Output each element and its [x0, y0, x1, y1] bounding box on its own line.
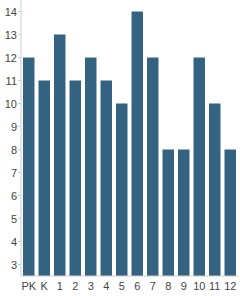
bar [132, 12, 143, 277]
x-tick-label: 8 [165, 280, 171, 292]
y-tick [18, 149, 21, 150]
bar [147, 58, 158, 277]
y-axis-line [21, 0, 22, 276]
bar [116, 104, 127, 277]
x-tick-label: 7 [150, 280, 156, 292]
y-tick-label: 12 [5, 52, 17, 64]
y-tick-label: 13 [5, 29, 17, 41]
y-tick-label: 6 [11, 190, 17, 202]
bar [163, 150, 174, 277]
y-tick [18, 34, 21, 35]
x-tick-label: 5 [119, 280, 125, 292]
x-tick-label: 6 [134, 280, 140, 292]
y-tick [18, 11, 21, 12]
x-tick-label: 4 [103, 280, 109, 292]
y-tick [18, 126, 21, 127]
y-tick-label: 8 [11, 144, 17, 156]
x-tick-label: 11 [209, 280, 220, 292]
bar [225, 150, 236, 277]
y-tick [18, 80, 21, 81]
y-tick-label: 11 [6, 75, 17, 87]
y-tick-label: 7 [11, 167, 17, 179]
y-tick [18, 264, 21, 265]
x-tick-label: K [41, 280, 49, 292]
y-tick [18, 103, 21, 104]
bar [209, 104, 220, 277]
bar [194, 58, 205, 277]
x-tick-label: 10 [193, 280, 205, 292]
y-tick [18, 218, 21, 219]
x-tick-label: 12 [224, 280, 236, 292]
x-tick-label: 1 [57, 280, 63, 292]
x-tick-label: 9 [181, 280, 187, 292]
y-tick-label: 10 [5, 98, 17, 110]
y-tick-label: 4 [11, 236, 17, 248]
y-tick-label: 14 [5, 6, 17, 18]
y-tick [18, 241, 21, 242]
y-tick-label: 3 [11, 259, 17, 271]
bar [23, 58, 34, 277]
bar [54, 35, 65, 277]
bar [101, 81, 112, 277]
bar [85, 58, 96, 277]
y-tick [18, 195, 21, 196]
y-tick [18, 172, 21, 173]
bar [39, 81, 50, 277]
chart: 34567891011121314PKK123456789101112 [0, 0, 240, 296]
y-tick-label: 9 [11, 121, 17, 133]
chart-container: 34567891011121314PKK123456789101112 [0, 0, 240, 296]
x-tick-label: PK [21, 280, 36, 292]
y-tick-label: 5 [11, 213, 17, 225]
y-tick [18, 57, 21, 58]
x-tick-label: 3 [88, 280, 94, 292]
bar [178, 150, 189, 277]
bar [70, 81, 81, 277]
bars [23, 12, 236, 277]
x-tick-label: 2 [72, 280, 78, 292]
x-axis-line [21, 276, 238, 277]
